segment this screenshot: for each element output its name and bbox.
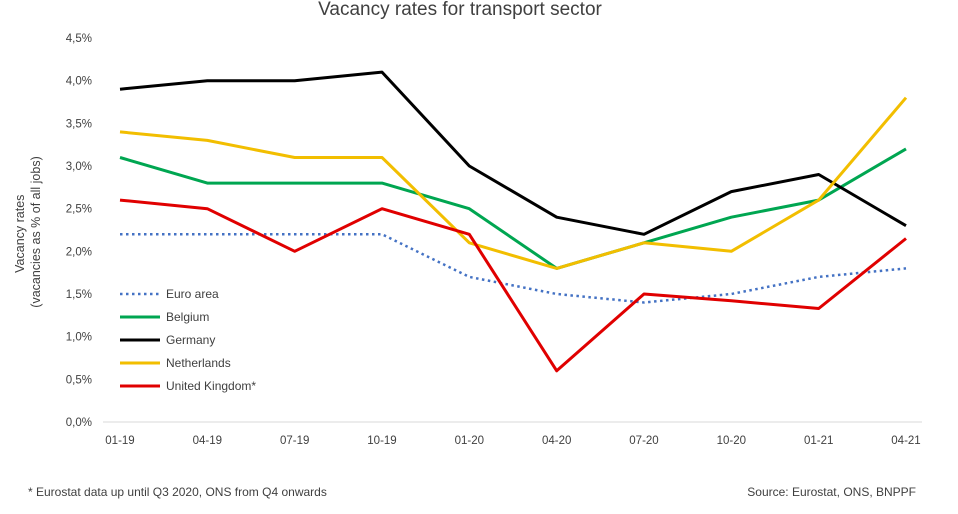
y-axis-label-line2: (vacancies as % of all jobs) <box>29 156 43 307</box>
y-tick-label: 1,0% <box>66 332 92 344</box>
x-tick-label: 04-21 <box>891 435 920 447</box>
series-line-united-kingdom <box>119 198 907 373</box>
legend-label: Belgium <box>166 310 209 324</box>
x-tick-label: 10-20 <box>717 435 746 447</box>
y-axis-ticks: 0,0% 0,5% 1,0% 1,5% 2,0% 2,5% 3,0% 3,5% 4,0% 4,5% <box>66 33 92 429</box>
legend-label: Euro area <box>166 287 219 301</box>
legend: Euro area Belgium Germany Netherlands United… <box>120 287 256 393</box>
series-line-belgium <box>119 147 907 270</box>
y-tick-label: 2,5% <box>66 204 92 216</box>
y-tick-label: 3,0% <box>66 161 92 173</box>
series-lines <box>119 70 908 373</box>
y-tick-label: 3,5% <box>66 118 92 130</box>
x-tick-label: 04-19 <box>193 435 222 447</box>
y-axis-label-line1: Vacancy rates <box>13 195 27 273</box>
y-tick-label: 2,0% <box>66 246 92 258</box>
series-line-germany <box>119 70 907 236</box>
x-tick-label: 10-19 <box>367 435 396 447</box>
y-tick-label: 0,0% <box>66 417 92 429</box>
legend-label: Netherlands <box>166 356 231 370</box>
legend-label: United Kingdom* <box>166 379 256 393</box>
footnote: * Eurostat data up until Q3 2020, ONS fr… <box>28 485 327 499</box>
y-tick-label: 4,5% <box>66 33 92 45</box>
series-line-netherlands <box>119 96 908 270</box>
y-tick-label: 1,5% <box>66 289 92 301</box>
x-tick-label: 01-19 <box>105 435 134 447</box>
x-tick-label: 01-20 <box>455 435 484 447</box>
x-tick-label: 07-20 <box>629 435 658 447</box>
y-axis-label: Vacancy rates (vacancies as % of all job… <box>13 156 43 307</box>
series-line-euro-area <box>120 233 907 304</box>
y-tick-label: 4,0% <box>66 76 92 88</box>
legend-label: Germany <box>166 333 215 347</box>
source-note: Source: Eurostat, ONS, BNPPF <box>747 485 916 499</box>
x-tick-label: 07-19 <box>280 435 309 447</box>
x-tick-label: 04-20 <box>542 435 571 447</box>
y-tick-label: 0,5% <box>66 374 92 386</box>
x-axis-ticks: 01-19 04-19 07-19 10-19 01-20 04-20 07-20 10-20… <box>105 435 920 447</box>
chart-title: Vacancy rates for transport sector <box>318 0 602 20</box>
x-tick-label: 01-21 <box>804 435 833 447</box>
